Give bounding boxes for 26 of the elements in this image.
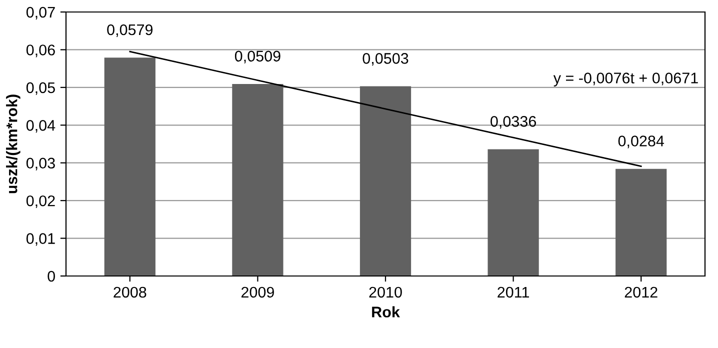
x-axis-title: Rok	[372, 306, 400, 318]
data-label: 0,0509	[234, 50, 280, 64]
annotation: y = -0,0076t + 0,0671	[553, 72, 698, 86]
bar	[616, 168, 667, 276]
y-tick-label: 0	[48, 270, 55, 282]
y-tick-label: 0,07	[26, 6, 55, 20]
data-label: 0,0503	[362, 53, 408, 66]
y-tick-label: 0,04	[26, 120, 56, 133]
y-tick-label: 0,05	[26, 82, 55, 95]
bar	[104, 58, 156, 276]
bar	[488, 149, 539, 276]
data-label: 0,0579	[107, 24, 153, 37]
y-tick-label: 0,02	[26, 195, 55, 208]
x-tick-label: 2010	[369, 286, 402, 298]
y-tick-label: 0,03	[26, 158, 55, 170]
x-tick-label: 2012	[624, 286, 658, 298]
x-tick-label: 2008	[114, 286, 146, 298]
data-label: 0,0284	[618, 136, 664, 148]
x-tick-label: 2009	[241, 286, 274, 298]
bar	[360, 86, 412, 276]
y-tick-label: 0,01	[26, 233, 55, 246]
y-axis-title: uszk/(km*rok)	[6, 94, 20, 194]
x-tick-label: 2011	[498, 286, 529, 298]
data-label: 0,0336	[490, 116, 536, 129]
y-tick-label: 0,06	[26, 44, 55, 58]
bar	[232, 84, 284, 276]
